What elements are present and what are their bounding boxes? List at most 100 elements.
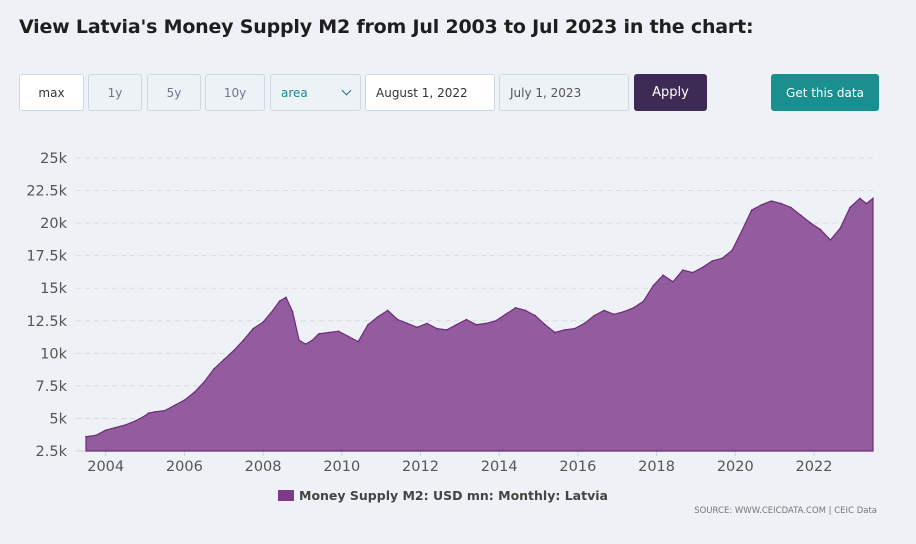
data-point[interactable]	[154, 411, 156, 413]
data-point[interactable]	[849, 206, 851, 209]
data-point[interactable]	[573, 327, 576, 330]
data-point[interactable]	[829, 239, 832, 241]
data-point[interactable]	[760, 204, 763, 206]
data-point[interactable]	[252, 327, 254, 330]
data-point[interactable]	[524, 309, 527, 312]
data-point[interactable]	[819, 228, 822, 231]
data-point[interactable]	[272, 309, 274, 312]
chart-legend[interactable]: Money Supply M2: USD mn: Monthly: Latvia	[278, 488, 608, 503]
data-point[interactable]	[672, 280, 674, 283]
data-point[interactable]	[554, 331, 556, 334]
get-this-data-button[interactable]: Get this data	[771, 74, 879, 111]
range-1y-button[interactable]: 1y	[88, 74, 142, 111]
data-point[interactable]	[504, 313, 507, 316]
data-point[interactable]	[741, 230, 743, 232]
source-note: SOURCE: WWW.CEICDATA.COM | CEIC Data	[694, 506, 877, 516]
data-point[interactable]	[790, 206, 792, 209]
data-point[interactable]	[770, 200, 773, 202]
data-point[interactable]	[298, 339, 300, 342]
data-point[interactable]	[544, 323, 546, 326]
data-point[interactable]	[285, 296, 287, 299]
data-point[interactable]	[603, 309, 605, 312]
x-tick-label: 2010	[323, 459, 360, 475]
data-point[interactable]	[213, 368, 215, 370]
data-point[interactable]	[682, 269, 684, 271]
data-point[interactable]	[800, 214, 802, 217]
data-point[interactable]	[304, 343, 307, 346]
data-point[interactable]	[278, 300, 281, 303]
data-point[interactable]	[564, 329, 566, 331]
data-point[interactable]	[396, 318, 399, 321]
data-point[interactable]	[163, 409, 166, 412]
data-point[interactable]	[347, 335, 350, 338]
legend-swatch	[278, 490, 294, 501]
data-point[interactable]	[475, 323, 478, 326]
data-point[interactable]	[291, 310, 294, 313]
data-point[interactable]	[809, 222, 812, 224]
data-point[interactable]	[872, 197, 874, 200]
range-5y-button[interactable]: 5y	[147, 74, 201, 111]
data-point[interactable]	[495, 320, 497, 322]
legend-label: Money Supply M2: USD mn: Monthly: Latvia	[299, 488, 608, 503]
data-point[interactable]	[485, 322, 487, 325]
data-point[interactable]	[514, 307, 517, 309]
data-point[interactable]	[367, 323, 369, 326]
data-point[interactable]	[593, 314, 596, 317]
data-point[interactable]	[203, 381, 205, 383]
data-point[interactable]	[327, 331, 330, 334]
data-point[interactable]	[144, 415, 146, 417]
data-point[interactable]	[95, 434, 97, 437]
data-point[interactable]	[691, 271, 694, 274]
data-point[interactable]	[839, 227, 841, 230]
data-point[interactable]	[652, 284, 655, 287]
data-point[interactable]	[436, 327, 438, 330]
data-point[interactable]	[623, 310, 625, 313]
data-point[interactable]	[662, 274, 664, 277]
data-point[interactable]	[173, 404, 176, 407]
to-date-input[interactable]: July 1, 2023	[499, 74, 629, 111]
data-point[interactable]	[780, 202, 782, 205]
data-point[interactable]	[377, 316, 379, 318]
data-point[interactable]	[147, 412, 150, 415]
from-date-input[interactable]: August 1, 2022	[365, 74, 495, 111]
data-point[interactable]	[134, 420, 136, 422]
data-point[interactable]	[642, 300, 645, 303]
data-point[interactable]	[465, 318, 468, 321]
data-point[interactable]	[859, 197, 861, 200]
data-point[interactable]	[711, 260, 714, 262]
data-point[interactable]	[406, 322, 409, 325]
range-max-button[interactable]: max	[19, 74, 84, 111]
apply-button[interactable]: Apply	[634, 74, 707, 111]
data-point[interactable]	[386, 309, 389, 312]
data-point[interactable]	[731, 249, 733, 252]
data-point[interactable]	[701, 266, 704, 269]
data-point[interactable]	[193, 391, 195, 394]
chart-type-select[interactable]: area	[270, 74, 361, 111]
data-point[interactable]	[750, 209, 753, 211]
data-point[interactable]	[445, 329, 448, 331]
data-point[interactable]	[311, 339, 314, 342]
data-point[interactable]	[357, 340, 360, 343]
data-point[interactable]	[242, 339, 245, 342]
data-point[interactable]	[104, 429, 107, 432]
data-point[interactable]	[183, 399, 186, 402]
data-point[interactable]	[632, 307, 635, 309]
data-point[interactable]	[318, 333, 320, 335]
data-point[interactable]	[721, 257, 723, 260]
data-point[interactable]	[416, 326, 419, 329]
data-point[interactable]	[114, 426, 117, 429]
data-point[interactable]	[583, 322, 586, 325]
data-point[interactable]	[262, 321, 264, 323]
data-point[interactable]	[337, 330, 340, 333]
data-point[interactable]	[232, 349, 235, 352]
data-point[interactable]	[865, 202, 868, 205]
data-point[interactable]	[124, 424, 127, 426]
range-10y-button[interactable]: 10y	[205, 74, 265, 111]
data-point[interactable]	[455, 323, 458, 326]
data-point[interactable]	[426, 322, 428, 325]
data-point[interactable]	[222, 359, 225, 361]
series-area[interactable]	[85, 197, 874, 452]
data-point[interactable]	[85, 435, 87, 438]
data-point[interactable]	[613, 313, 615, 316]
data-point[interactable]	[534, 314, 536, 317]
